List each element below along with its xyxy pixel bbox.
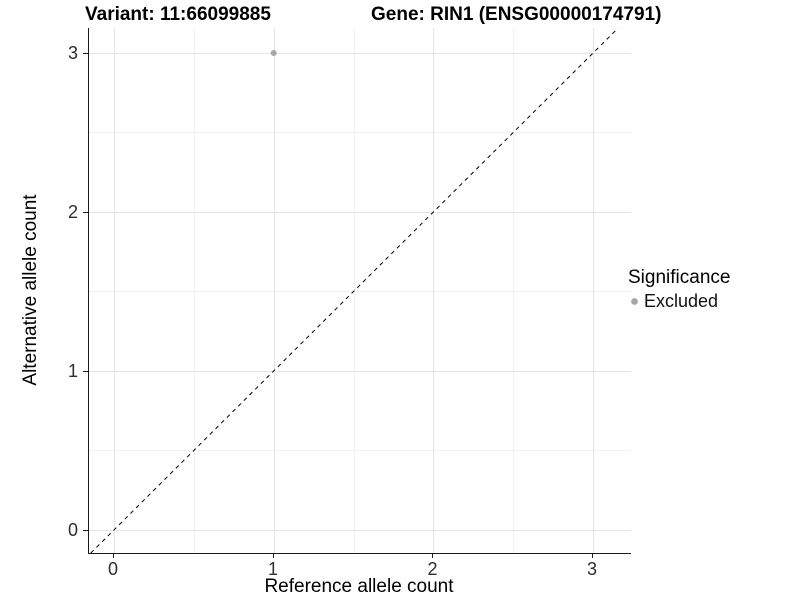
legend-item-label: Excluded xyxy=(644,291,719,311)
y-tick-mark xyxy=(83,370,88,372)
gridline-major xyxy=(433,28,434,553)
gridline-major xyxy=(89,52,631,54)
legend-item-excluded: Excluded xyxy=(628,290,730,312)
gridline-minor xyxy=(89,450,631,451)
legend: Significance Excluded xyxy=(628,266,730,312)
plot-draw-layer xyxy=(90,28,619,553)
legend-title: Significance xyxy=(628,267,731,288)
x-tick-mark xyxy=(112,554,114,558)
gridline-minor xyxy=(354,28,355,553)
identity-dashed-line xyxy=(90,28,619,553)
x-tick-label: 3 xyxy=(586,559,597,579)
legend-key-dot-icon xyxy=(631,297,638,305)
x-tick-label: 0 xyxy=(107,559,118,579)
y-tick-label: 1 xyxy=(67,361,78,381)
y-tick-label: 3 xyxy=(67,43,78,63)
y-tick-label: 2 xyxy=(67,202,78,222)
x-axis-title: Reference allele count xyxy=(264,576,454,597)
x-tick-mark xyxy=(432,554,433,558)
y-axis-title: Alternative allele count xyxy=(20,194,41,386)
y-tick-mark xyxy=(83,211,88,213)
gridline-minor xyxy=(513,28,514,553)
y-tick-mark xyxy=(83,529,88,531)
gridline-minor xyxy=(194,28,195,553)
gridline-major xyxy=(89,212,631,213)
gridline-major xyxy=(113,28,115,553)
plot-panel xyxy=(88,28,631,554)
x-tick-mark xyxy=(591,554,593,558)
y-tick-label: 0 xyxy=(67,520,78,540)
legend-key-dot xyxy=(631,297,638,305)
gridline-minor xyxy=(89,132,631,133)
gridline-major xyxy=(592,28,594,553)
x-tick-mark xyxy=(272,554,274,558)
x-tick-label: 1 xyxy=(267,559,278,579)
gridline-major xyxy=(273,28,275,553)
gridline-major xyxy=(89,529,631,531)
plot-title-variant: Variant: 11:66099885 xyxy=(85,4,271,25)
x-tick-label: 2 xyxy=(427,559,438,579)
data-point-excluded xyxy=(270,50,277,56)
plot-title-gene: Gene: RIN1 (ENSG00000174791) xyxy=(371,4,662,25)
gridline-major xyxy=(89,371,631,372)
gridline-minor xyxy=(89,291,631,292)
y-tick-mark xyxy=(83,52,88,54)
